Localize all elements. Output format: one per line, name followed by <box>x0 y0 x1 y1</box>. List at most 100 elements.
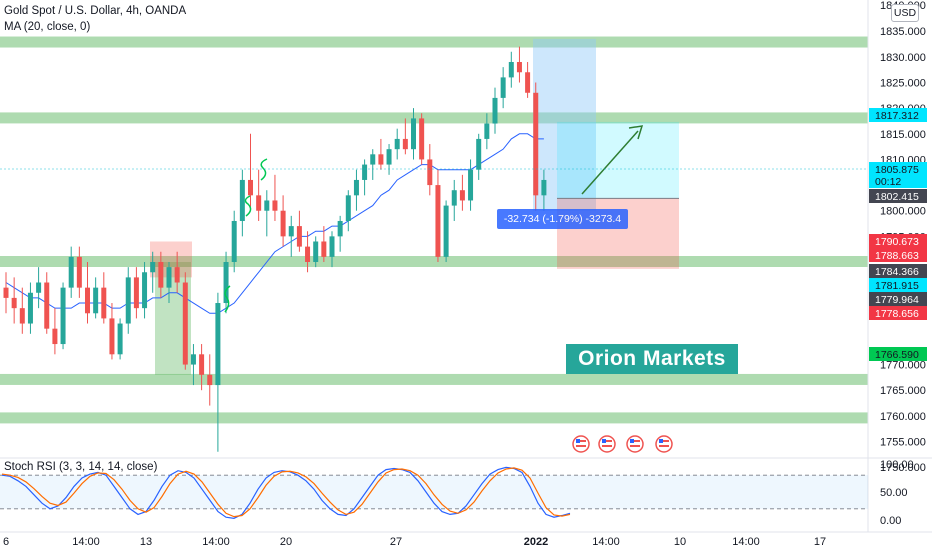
candle-body <box>231 220 237 262</box>
sr-zone <box>0 112 868 124</box>
candle-body <box>492 97 498 124</box>
candle-body <box>329 236 335 257</box>
candle-body <box>248 179 253 196</box>
price-tick-label: 1835.000 <box>880 26 926 38</box>
ma-legend[interactable]: MA (20, close, 0) <box>4 21 91 33</box>
candle-body <box>516 62 522 73</box>
flag-ring <box>598 435 616 453</box>
flag-stripe <box>576 440 586 442</box>
candle-body <box>190 354 196 365</box>
flag-stripe <box>659 445 669 447</box>
us-flag-icon <box>572 435 590 453</box>
candle-body <box>411 118 416 150</box>
candle-body <box>321 241 327 257</box>
moving-average-layer <box>5 133 544 314</box>
candle-body <box>158 262 164 288</box>
price-label-bg <box>869 292 927 306</box>
stoch-rsi-title[interactable]: Stoch RSI (3, 3, 14, 14, close) <box>4 461 158 473</box>
candle-body <box>256 195 262 211</box>
stoch-tick-label: 0.00 <box>880 515 901 527</box>
candle-body <box>3 287 9 298</box>
time-tick-label: 17 <box>814 536 826 548</box>
time-tick-label: 10 <box>674 536 686 548</box>
candle-body <box>280 210 286 237</box>
candle-body <box>305 246 311 262</box>
flag-stripe <box>576 445 586 447</box>
flag-canton <box>659 439 663 443</box>
candle-body <box>174 267 180 283</box>
candle-body <box>36 282 42 293</box>
candle-body <box>419 118 425 160</box>
stoch-tick-label: 100.00 <box>880 459 914 471</box>
price-label-current: 1805.875 <box>875 164 919 176</box>
candle-body <box>508 62 514 78</box>
us-flag-icon <box>655 435 673 453</box>
candle-body <box>541 179 547 196</box>
price-label-countdown: 00:12 <box>875 176 901 188</box>
flag-stripe <box>602 440 612 442</box>
candle-body <box>44 282 50 329</box>
flag-stripe <box>602 445 612 447</box>
flag-canton <box>630 439 634 443</box>
candle-body <box>76 256 82 288</box>
candle-body <box>182 282 188 365</box>
candle-body <box>133 277 139 309</box>
candle-body <box>451 190 457 206</box>
target-arrow-head <box>628 125 644 140</box>
sr-zone <box>0 373 868 385</box>
stoch-tick-label: 50.00 <box>880 487 908 499</box>
stoch-rsi-panel: 100.00 50.00 0.00 <box>0 457 932 527</box>
price-label-stop: 1778.656 <box>875 308 919 320</box>
time-tick-label: 13 <box>140 536 152 548</box>
price-tick-label: 1800.000 <box>880 206 926 218</box>
us-flag-icon <box>598 435 616 453</box>
candle-body <box>533 92 539 196</box>
candle-body <box>85 287 90 314</box>
event-flags <box>572 435 673 453</box>
time-tick-label: 14:00 <box>72 536 100 548</box>
candle-body <box>27 292 33 324</box>
price-label-dark: 1784.366 <box>875 266 919 278</box>
candle-body <box>239 179 245 221</box>
candle-body <box>11 297 17 309</box>
target-zone <box>557 121 679 199</box>
flag-stripe <box>630 445 640 447</box>
price-label-bg <box>869 264 927 278</box>
price-label-bg <box>869 108 927 122</box>
candle-body <box>166 267 172 288</box>
candle-body <box>484 123 490 139</box>
price-label-bg <box>869 234 927 248</box>
us-flag-icon <box>626 435 644 453</box>
candle-body <box>362 164 368 180</box>
time-tick-label: 27 <box>390 536 402 548</box>
price-label-bg <box>869 306 927 320</box>
candle-body <box>207 374 213 386</box>
watermark-text: Orion Markets <box>566 344 738 374</box>
candle-body <box>459 190 465 201</box>
candle-body <box>313 241 319 262</box>
candle-body <box>370 154 376 165</box>
zigzag-3 <box>260 158 268 181</box>
candle-body <box>337 220 343 237</box>
price-label-bg <box>869 174 927 188</box>
price-tick-label: 1760.000 <box>880 411 926 423</box>
price-label-entry: 1802.415 <box>875 191 919 203</box>
time-tick-label: 6 <box>3 536 9 548</box>
currency-selector[interactable]: USD <box>891 4 919 22</box>
candle-body <box>443 205 449 257</box>
position-measure-label: -32.734 (-1.79%) -3273.4 <box>497 209 628 229</box>
flag-ring <box>655 435 673 453</box>
candle-body <box>427 159 433 186</box>
candle-body <box>93 287 99 314</box>
candle-body <box>500 77 506 98</box>
flag-canton <box>576 439 580 443</box>
time-axis: 6 14:00 13 14:00 20 27 2022 14:00 10 14:00 17 <box>0 531 932 548</box>
candle-body <box>525 72 531 93</box>
price-label-stop: 1790.673 <box>875 236 919 248</box>
candle-body <box>19 308 25 324</box>
candle-body <box>476 138 482 170</box>
candle-body <box>345 195 351 221</box>
price-tick-label: 1750.000 <box>880 462 926 474</box>
time-tick-label: 14:00 <box>202 536 230 548</box>
